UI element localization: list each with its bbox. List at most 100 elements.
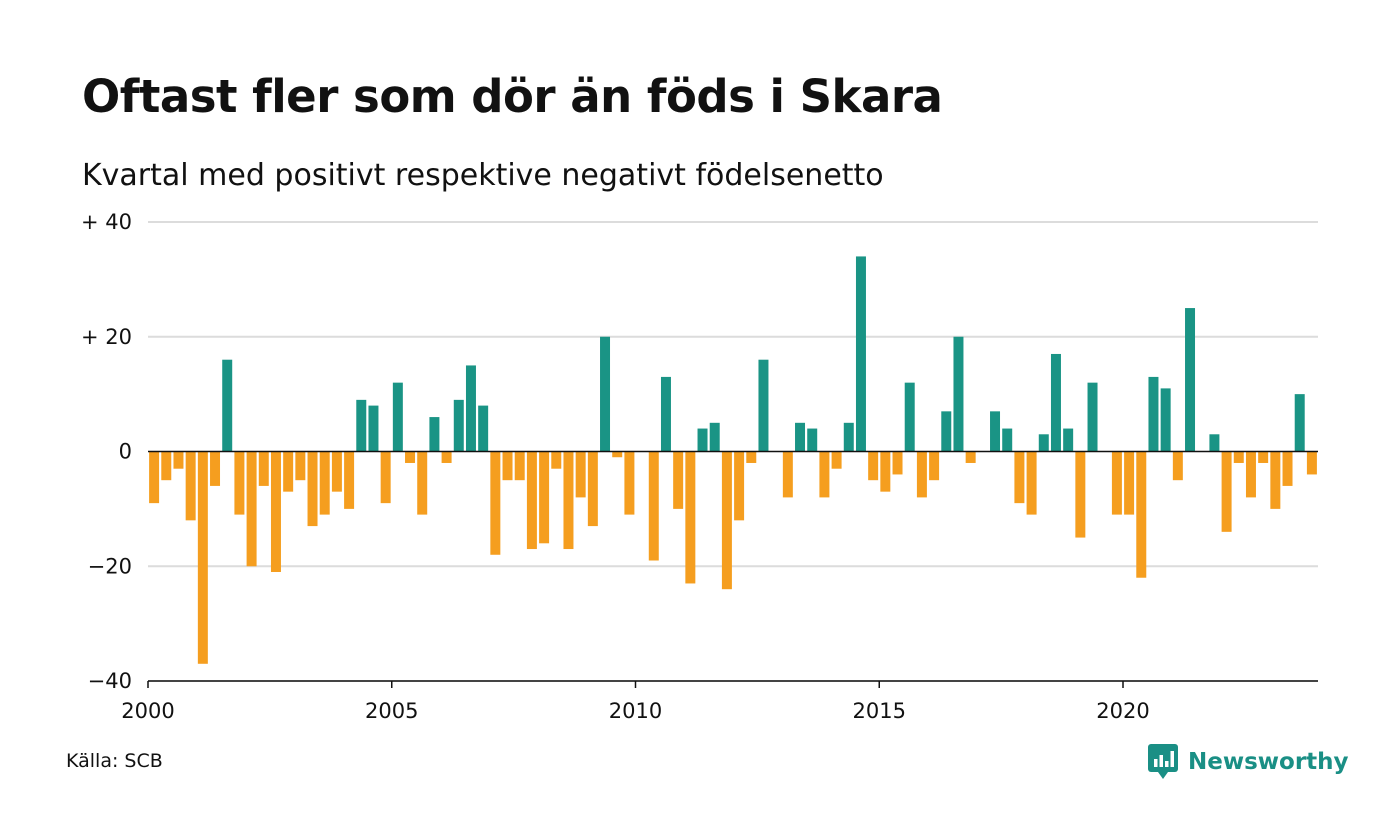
bar-negative <box>746 451 757 463</box>
bar-positive <box>904 382 915 452</box>
bar-negative <box>1124 451 1135 515</box>
bar-positive <box>990 411 1001 452</box>
chart-title: Oftast fler som dör än föds i Skara <box>82 70 943 123</box>
bar-negative <box>575 451 586 498</box>
bar-positive <box>1087 382 1098 452</box>
bar-negative <box>185 451 196 521</box>
bar-positive <box>709 422 720 452</box>
bar-negative <box>721 451 732 590</box>
bar-negative <box>149 451 160 504</box>
bar-positive <box>1038 434 1049 452</box>
bar-negative <box>161 451 172 481</box>
bar-negative <box>344 451 355 509</box>
bar-negative <box>892 451 903 475</box>
bar-negative <box>673 451 684 509</box>
bar-negative <box>514 451 525 481</box>
bar-negative <box>1075 451 1086 538</box>
bar-negative <box>1111 451 1122 515</box>
bar-positive <box>356 399 367 452</box>
bar-negative <box>1258 451 1269 463</box>
bar-positive <box>1148 376 1159 452</box>
bar-positive <box>429 417 440 452</box>
bar-positive <box>465 365 476 452</box>
bar-negative <box>1233 451 1244 463</box>
bar-negative <box>234 451 245 515</box>
bar-negative <box>551 451 562 469</box>
source-note: Källa: SCB <box>66 750 163 772</box>
bar-positive <box>941 411 952 452</box>
bar-positive <box>1160 388 1171 452</box>
bar-negative <box>612 451 623 458</box>
x-tick-label: 2000 <box>121 699 174 723</box>
y-tick-label: −40 <box>88 669 132 693</box>
bar-negative <box>624 451 635 515</box>
bar-positive <box>697 428 708 452</box>
bar-positive <box>368 405 379 452</box>
bar-negative <box>197 451 208 664</box>
bar-positive <box>807 428 818 452</box>
x-tick-label: 2015 <box>853 699 906 723</box>
bar-negative <box>868 451 879 481</box>
bar-positive <box>758 359 769 452</box>
bar-negative <box>173 451 184 469</box>
bar-negative <box>1172 451 1183 481</box>
bar-positive <box>843 422 854 452</box>
bar-positive <box>1185 308 1196 452</box>
x-tick-label: 2005 <box>365 699 418 723</box>
bar-positive <box>1050 353 1061 452</box>
y-tick-label: 0 <box>119 440 132 464</box>
bar-positive <box>1063 428 1074 452</box>
bar-positive <box>660 376 671 452</box>
bar-negative <box>685 451 696 584</box>
x-tick-label: 2020 <box>1096 699 1149 723</box>
bar-positive <box>453 399 464 452</box>
bar-negative <box>405 451 416 463</box>
bar-negative <box>1245 451 1256 498</box>
bar-negative <box>258 451 269 486</box>
bar-negative <box>929 451 940 481</box>
bar-negative <box>831 451 842 469</box>
bar-negative <box>307 451 318 527</box>
bar-negative <box>648 451 659 561</box>
bar-negative <box>319 451 330 515</box>
bar-negative <box>210 451 221 486</box>
bar-negative <box>270 451 281 572</box>
newsworthy-logo: Newsworthy <box>1148 744 1349 780</box>
bar-negative <box>417 451 428 515</box>
bar-negative <box>819 451 830 498</box>
bar-chart: + 40 + 20 0 −20 −40 2000 2005 2010 2015 2020 <box>81 210 1318 723</box>
bar-positive <box>1002 428 1013 452</box>
bar-negative <box>965 451 976 463</box>
bar-negative <box>1026 451 1037 515</box>
bar-positive <box>392 382 403 452</box>
bar-positive <box>478 405 489 452</box>
bar-negative <box>782 451 793 498</box>
y-tick-label: −20 <box>88 554 132 578</box>
chart-subtitle: Kvartal med positivt respektive negativt… <box>82 158 884 193</box>
bar-positive <box>795 422 806 452</box>
bar-negative <box>1306 451 1317 475</box>
y-tick-label: + 20 <box>81 325 132 349</box>
bar-positive <box>1294 394 1305 452</box>
bar-negative <box>734 451 745 521</box>
bar-negative <box>563 451 574 550</box>
bar-negative <box>331 451 342 492</box>
bar-negative <box>490 451 501 555</box>
bar-negative <box>1270 451 1281 509</box>
x-tick-label: 2010 <box>609 699 662 723</box>
bar-negative <box>1221 451 1232 532</box>
bar-negative <box>1282 451 1293 486</box>
bar-positive <box>1209 434 1220 452</box>
bar-negative <box>1136 451 1147 578</box>
bar-negative <box>916 451 927 498</box>
bar-positive <box>222 359 233 452</box>
bar-positive <box>600 336 611 452</box>
bar-negative <box>246 451 257 567</box>
bar-positive <box>953 336 964 452</box>
bar-negative <box>539 451 550 544</box>
bar-negative <box>295 451 306 481</box>
bar-negative <box>441 451 452 463</box>
bar-negative <box>283 451 294 492</box>
bar-negative <box>587 451 598 527</box>
bar-negative <box>380 451 391 504</box>
